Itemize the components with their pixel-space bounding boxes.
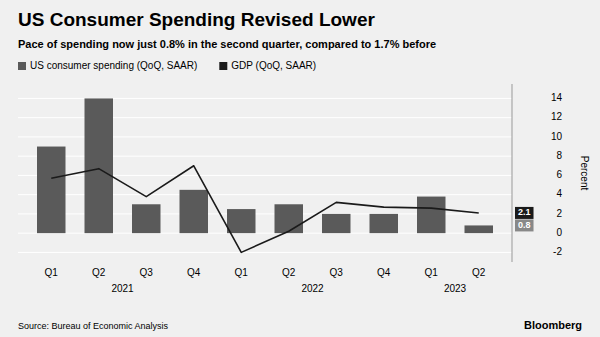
x-group-label: 2021 [111, 283, 134, 294]
x-tick-label: Q3 [140, 267, 154, 278]
grid-line [18, 252, 512, 253]
end-label-text: 0.8 [518, 220, 531, 230]
x-group-label: 2023 [444, 283, 467, 294]
end-label: 2.1 [515, 207, 534, 219]
y-tick-label: 8 [556, 150, 562, 161]
x-tick-label: Q2 [282, 267, 296, 278]
end-label-text: 2.1 [518, 207, 531, 217]
bar [37, 147, 66, 234]
bar [465, 225, 494, 233]
x-group-label: 2022 [301, 283, 324, 294]
legend-swatch [219, 62, 227, 70]
bar [370, 214, 399, 233]
x-tick-label: Q4 [377, 267, 391, 278]
bar [322, 214, 351, 233]
chart: US Consumer Spending Revised Lower Pace o… [0, 0, 600, 337]
x-tick-label: Q1 [45, 267, 59, 278]
x-tick-label: Q1 [425, 267, 439, 278]
x-tick-label: Q2 [472, 267, 486, 278]
end-label-box [515, 219, 534, 231]
x-tick-label: Q4 [187, 267, 201, 278]
x-tick-label: Q3 [330, 267, 344, 278]
bar [275, 204, 304, 233]
source: Source: Bureau of Economic Analysis [18, 321, 169, 331]
y-tick-label: 12 [551, 111, 563, 122]
grid [18, 98, 512, 252]
bar [180, 190, 209, 233]
y-tick-label: 10 [551, 131, 563, 142]
credit: Bloomberg [524, 319, 582, 331]
y-axis-line [512, 84, 513, 262]
x-tick-label: Q1 [235, 267, 249, 278]
y-axis-label: Percent [579, 156, 590, 191]
bar [85, 98, 114, 233]
bar [417, 197, 446, 234]
end-label: 0.8 [515, 219, 534, 231]
line [51, 166, 479, 253]
subtitle: Pace of spending now just 0.8% in the se… [18, 38, 436, 50]
legend-swatch [18, 62, 26, 70]
bar [227, 209, 256, 233]
end-label-box [515, 207, 534, 219]
y-tick-label: 14 [551, 92, 563, 103]
legend-label: GDP (QoQ, SAAR) [231, 60, 316, 71]
y-tick-label: 2 [556, 208, 562, 219]
legend-label: US consumer spending (QoQ, SAAR) [30, 60, 197, 71]
background [0, 0, 600, 337]
y-tick-label: 4 [556, 188, 562, 199]
y-tick-label: 6 [556, 169, 562, 180]
marks [37, 98, 493, 252]
y-tick-label: -2 [553, 246, 562, 257]
y-tick-label: 0 [556, 227, 562, 238]
bar [132, 204, 161, 233]
x-tick-label: Q2 [92, 267, 106, 278]
title: US Consumer Spending Revised Lower [18, 9, 375, 30]
